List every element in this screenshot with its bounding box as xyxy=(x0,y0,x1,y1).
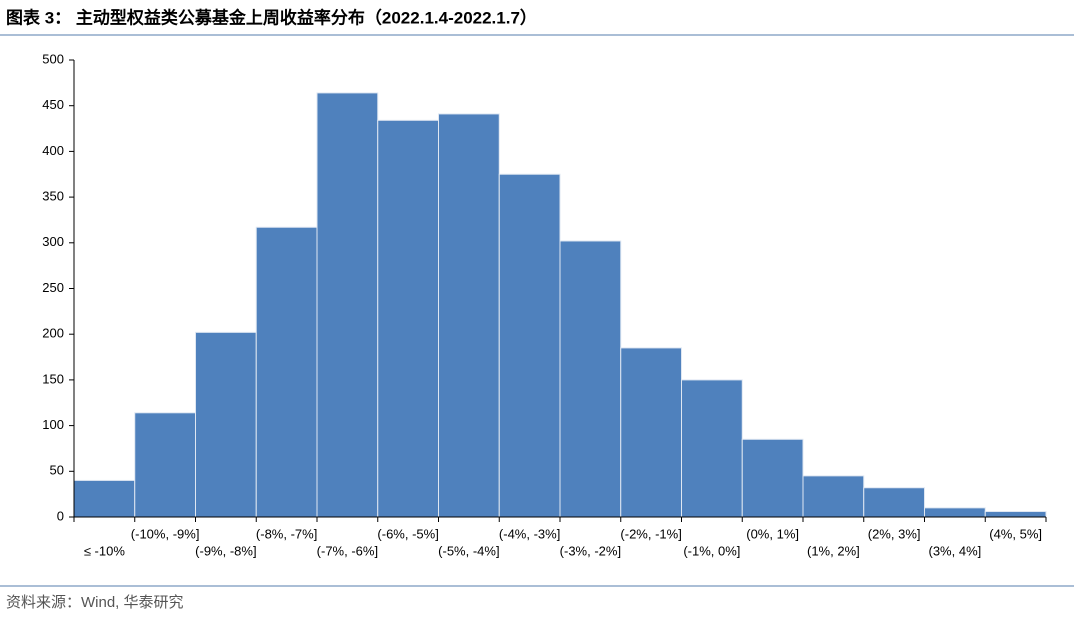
bar xyxy=(984,511,1047,518)
bar xyxy=(620,347,682,518)
y-tick-label: 150 xyxy=(42,371,64,386)
x-tick-label: (0%, 1%] xyxy=(746,526,799,541)
x-tick-label: (-5%, -4%] xyxy=(438,543,499,558)
x-tick-label: (3%, 4%] xyxy=(929,543,982,558)
x-tick-label: (-4%, -3%] xyxy=(499,526,560,541)
x-tick-label: (-6%, -5%] xyxy=(377,526,438,541)
x-tick-label: (-3%, -2%] xyxy=(560,543,621,558)
bar xyxy=(498,173,561,518)
x-tick-label: (-9%, -8%] xyxy=(195,543,256,558)
bar xyxy=(924,507,986,518)
y-tick-label: 350 xyxy=(42,189,64,204)
bar xyxy=(377,119,439,518)
bar xyxy=(316,92,379,518)
bar xyxy=(863,487,925,518)
x-tick-label: (-1%, 0%] xyxy=(683,543,740,558)
x-tick-label: (1%, 2%] xyxy=(807,543,860,558)
x-tick-label: (4%, 5%] xyxy=(989,526,1042,541)
x-tick-label: (-8%, -7%] xyxy=(256,526,317,541)
bar xyxy=(255,226,318,518)
x-tick-label: (-7%, -6%] xyxy=(317,543,378,558)
y-tick-label: 500 xyxy=(42,51,64,66)
bar xyxy=(802,475,865,518)
chart-title: 图表 3： 主动型权益类公募基金上周收益率分布（2022.1.4-2022.1.… xyxy=(6,7,537,27)
y-tick-label: 300 xyxy=(42,234,64,249)
bar xyxy=(134,412,196,518)
bar xyxy=(73,479,136,518)
bar xyxy=(559,240,622,518)
y-tick-label: 450 xyxy=(42,97,64,112)
x-tick-label: (2%, 3%] xyxy=(868,526,921,541)
y-tick-label: 100 xyxy=(42,417,64,432)
source: 资料来源：Wind, 华泰研究 xyxy=(6,594,184,611)
bar xyxy=(195,331,257,518)
bar xyxy=(438,113,500,518)
bar xyxy=(741,438,804,518)
y-tick-label: 50 xyxy=(50,463,64,478)
x-tick-label: (-10%, -9%] xyxy=(131,526,200,541)
x-tick-label: ≤ -10% xyxy=(84,543,126,558)
y-tick-label: 0 xyxy=(57,508,64,523)
x-tick-label: (-2%, -1%] xyxy=(620,526,681,541)
y-tick-label: 400 xyxy=(42,143,64,158)
bar xyxy=(681,379,743,518)
y-tick-label: 200 xyxy=(42,326,64,341)
y-tick-label: 250 xyxy=(42,280,64,295)
